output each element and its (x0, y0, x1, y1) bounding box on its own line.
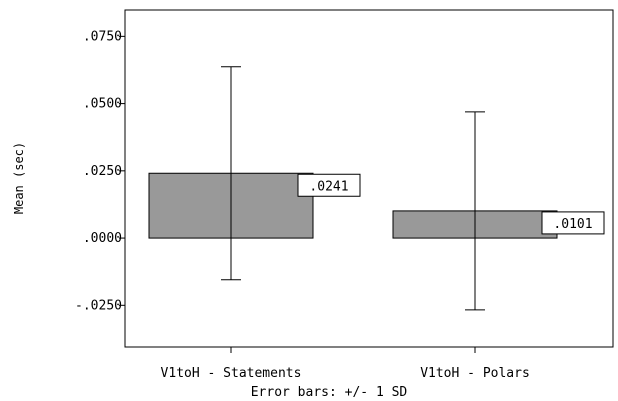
y-tick-label: .0500 (83, 97, 122, 112)
y-tick-label: .0000 (83, 231, 122, 246)
x-tick-label: V1toH - Statements (161, 366, 302, 381)
error-bars (221, 66, 485, 311)
data-labels: .0241 .0101 (297, 173, 605, 235)
y-axis-label: Mean (sec) (12, 142, 26, 214)
data-label: .0241 (309, 179, 348, 194)
data-label: .0101 (553, 217, 592, 232)
y-axis: .0750 .0500 .0250 .0000 -.0250 (75, 29, 125, 313)
x-axis: V1toH - Statements V1toH - Polars (161, 347, 530, 381)
plot-frame (124, 9, 614, 348)
y-tick-label: .0250 (83, 164, 122, 179)
error-bars-note: Error bars: +/- 1 SD (251, 385, 408, 400)
y-tick-label: .0750 (83, 29, 122, 44)
y-tick-label: -.0250 (75, 298, 122, 313)
data-label-box (297, 173, 361, 197)
data-label-box (541, 211, 605, 235)
x-tick-label: V1toH - Polars (420, 366, 530, 381)
